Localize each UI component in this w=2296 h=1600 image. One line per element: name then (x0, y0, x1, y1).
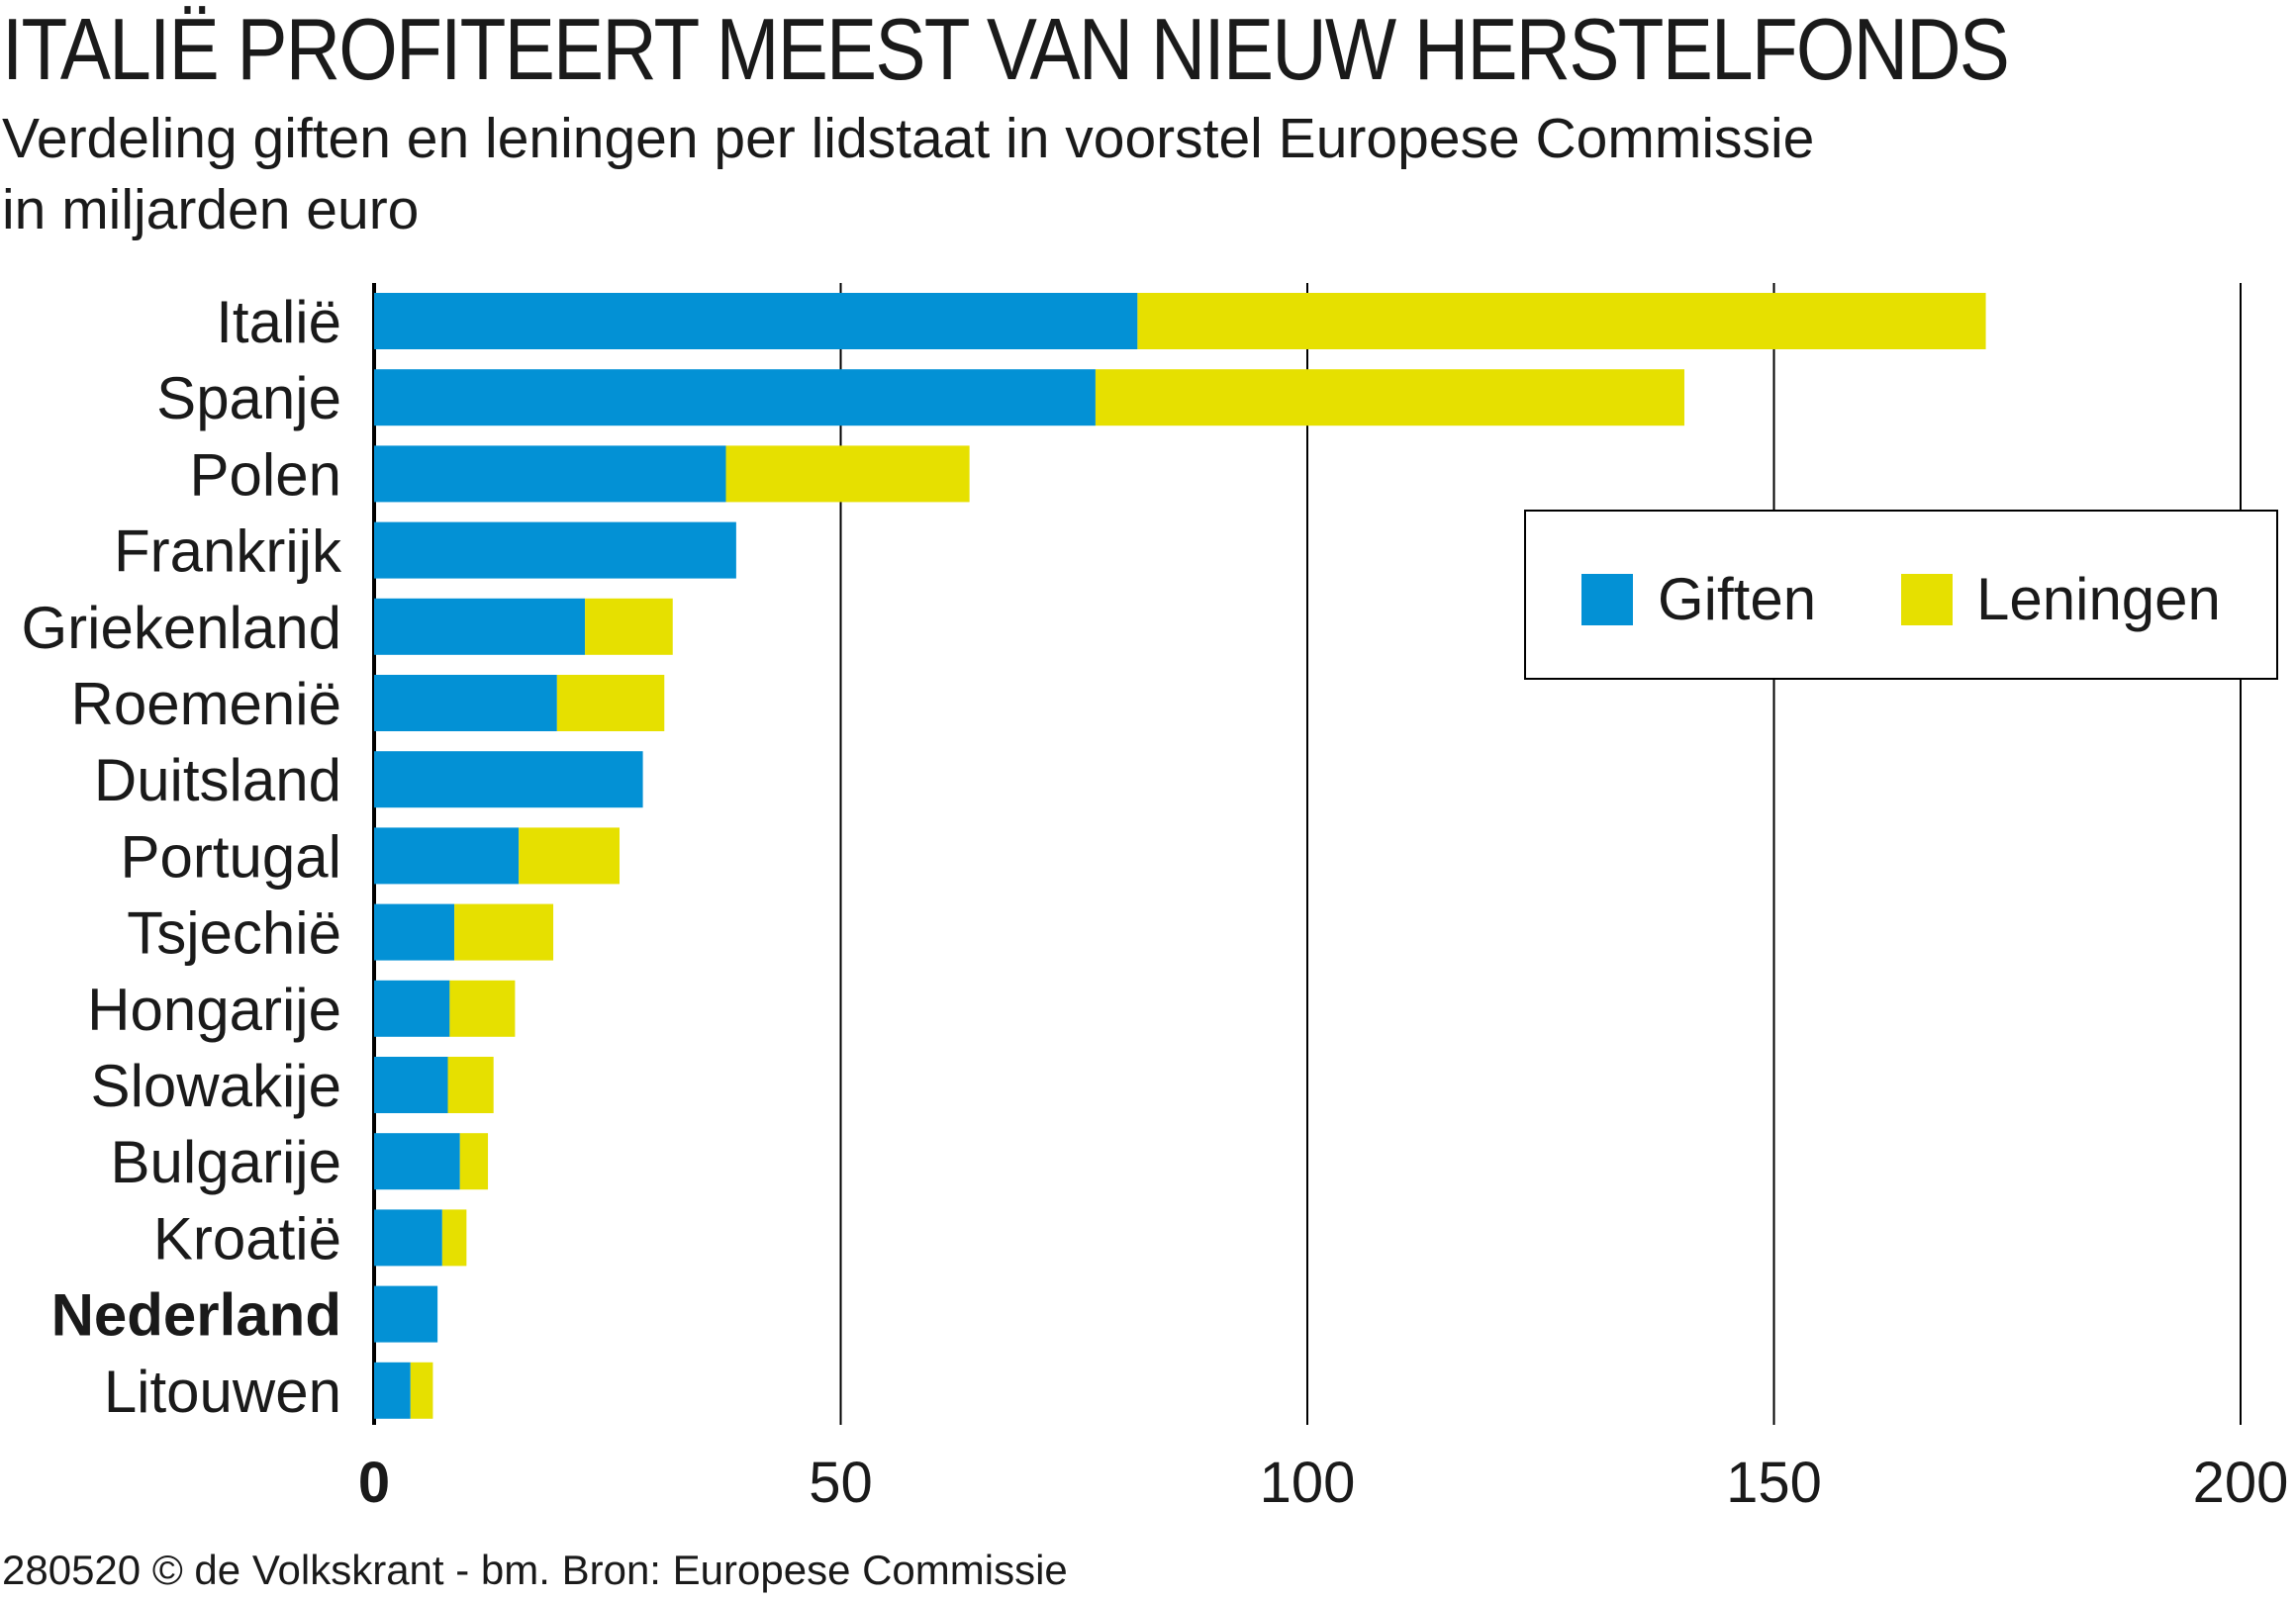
subtitle-line-2: in miljarden euro (2, 178, 420, 241)
category-label: Kroatië (153, 1205, 341, 1271)
bar-giften (374, 980, 450, 1037)
category-label: Litouwen (104, 1359, 341, 1425)
x-tick-label: 0 (358, 1451, 390, 1515)
bar-giften (374, 1285, 438, 1343)
bar-giften (374, 675, 557, 731)
category-label: Bulgarije (111, 1129, 341, 1195)
category-label: Duitsland (94, 747, 341, 813)
bar-leningen (454, 903, 554, 961)
bar-leningen (725, 445, 970, 503)
bar-giften (374, 293, 1138, 349)
bar-giften (374, 598, 586, 655)
bar-leningen (441, 1209, 467, 1267)
category-label: Portugal (121, 823, 341, 890)
bar-leningen (447, 1057, 494, 1113)
category-label: Frankrijk (114, 518, 342, 585)
bar-leningen (449, 980, 516, 1037)
legend-swatch-giften (1581, 574, 1633, 625)
category-label: Italië (216, 289, 341, 355)
source-credit: 280520 © de Volkskrant - bm. Bron: Europ… (2, 1547, 1068, 1593)
stacked-bar-chart: Italië Spanje Polen Frankrijk Griekenland Roe… (21, 283, 2289, 1515)
bar-giften (374, 1057, 448, 1113)
bar-giften (374, 751, 643, 808)
bar-giften (374, 1362, 411, 1419)
bar-leningen (410, 1362, 433, 1419)
bar-giften (374, 827, 520, 885)
x-tick-label: 150 (1726, 1451, 1822, 1515)
bar-leningen (459, 1133, 489, 1190)
bars (374, 293, 1986, 1419)
bar-giften (374, 903, 455, 961)
bar-giften (374, 1209, 442, 1267)
bar-giften (374, 1133, 460, 1190)
legend: Giften Leningen (1524, 510, 2278, 680)
category-label: Slowakije (91, 1053, 341, 1119)
bar-leningen (519, 827, 621, 885)
bar-leningen (556, 675, 665, 731)
category-label: Tsjechië (127, 900, 341, 967)
legend-label-giften: Giften (1658, 566, 1816, 632)
bar-giften (374, 369, 1096, 426)
subtitle-line-1: Verdeling giften en leningen per lidstaa… (2, 107, 1815, 170)
bar-leningen (1137, 293, 1986, 349)
x-tick-label: 50 (809, 1451, 873, 1515)
chart-title: ITALIË PROFITEERT MEEST VAN NIEUW HERSTE… (2, 0, 2010, 98)
x-tick-label: 200 (2193, 1451, 2289, 1515)
category-label: Polen (190, 441, 341, 508)
x-axis-ticks: 0 50 100 150 200 (358, 1451, 2289, 1515)
category-label: Hongarije (87, 977, 341, 1043)
category-label: Nederland (51, 1282, 341, 1349)
category-label: Roemenië (71, 671, 342, 737)
category-label: Spanje (156, 365, 341, 431)
chart-subtitle: Verdeling giften en leningen per lidstaa… (2, 103, 1814, 245)
category-label: Griekenland (21, 595, 341, 661)
bar-leningen (585, 598, 673, 655)
category-labels: Italië Spanje Polen Frankrijk Griekenland Roe… (21, 289, 342, 1425)
bar-giften (374, 521, 736, 579)
bar-giften (374, 445, 726, 503)
x-tick-label: 100 (1260, 1451, 1356, 1515)
legend-label-leningen: Leningen (1976, 566, 2221, 632)
legend-swatch-leningen (1901, 574, 1953, 625)
bar-leningen (1095, 369, 1684, 426)
